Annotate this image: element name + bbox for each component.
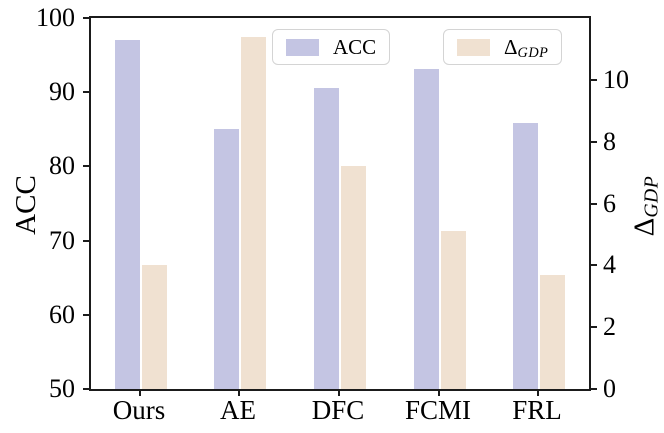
bar-acc-dfc xyxy=(314,88,339,389)
y-axis-label-right: ΔGDP xyxy=(628,175,663,237)
x-tick-ours xyxy=(139,389,141,396)
legend-label-gdp: ΔGDP xyxy=(504,34,549,61)
x-tick-ae xyxy=(238,389,240,396)
bar-acc-frl xyxy=(513,123,538,389)
y-left-tick-100 xyxy=(83,17,89,19)
legend-swatch-gdp-icon xyxy=(457,38,490,56)
y-left-tick-label-80: 80 xyxy=(49,151,75,180)
bar-acc-ours xyxy=(115,40,140,389)
legend-gdp-subscript: GDP xyxy=(517,44,549,61)
bar-gdp-frl xyxy=(540,275,565,389)
plot-area xyxy=(89,16,591,391)
legend-swatch-acc-icon xyxy=(286,38,319,56)
y-left-tick-60 xyxy=(83,314,89,316)
y-left-tick-label-90: 90 xyxy=(49,77,75,106)
y-left-tick-label-70: 70 xyxy=(49,226,75,255)
x-tick-label-frl: FRL xyxy=(512,395,562,425)
y-left-tick-90 xyxy=(83,91,89,93)
y-left-tick-label-60: 60 xyxy=(49,300,75,329)
y-left-tick-80 xyxy=(83,165,89,167)
y-right-tick-label-8: 8 xyxy=(603,127,616,156)
legend-acc: ACC xyxy=(272,29,391,65)
legend-gdp: ΔGDP xyxy=(443,29,563,65)
y-left-tick-label-100: 100 xyxy=(36,3,75,32)
x-tick-fcmi xyxy=(438,389,440,396)
y-right-tick-label-2: 2 xyxy=(603,312,616,341)
x-tick-label-dfc: DFC xyxy=(311,395,365,425)
y-left-tick-70 xyxy=(83,240,89,242)
bar-acc-ae xyxy=(214,129,239,389)
y-right-tick-4 xyxy=(591,264,597,266)
x-tick-dfc xyxy=(338,389,340,396)
bar-gdp-ae xyxy=(241,37,266,389)
bar-gdp-dfc xyxy=(341,166,366,389)
y-right-tick-label-0: 0 xyxy=(603,374,616,403)
x-tick-label-fcmi: FCMI xyxy=(404,395,472,425)
bar-gdp-ours xyxy=(142,265,167,389)
y-right-tick-label-4: 4 xyxy=(603,250,616,279)
y-axis-label-left: ACC xyxy=(10,175,42,235)
x-tick-frl xyxy=(537,389,539,396)
x-tick-label-ae: AE xyxy=(220,395,256,425)
y-right-tick-6 xyxy=(591,203,597,205)
y-right-tick-label-6: 6 xyxy=(603,189,616,218)
y-left-tick-50 xyxy=(83,388,89,390)
y-right-tick-8 xyxy=(591,141,597,143)
delta-symbol: Δ xyxy=(628,217,661,237)
y-left-tick-label-50: 50 xyxy=(49,374,75,403)
x-tick-label-ours: Ours xyxy=(112,395,166,425)
y-right-tick-0 xyxy=(591,388,597,390)
legend-delta-symbol: Δ xyxy=(504,34,518,59)
y-right-tick-2 xyxy=(591,326,597,328)
y-right-tick-label-10: 10 xyxy=(603,65,629,94)
bar-acc-fcmi xyxy=(414,69,439,389)
legend-label-acc: ACC xyxy=(333,34,377,59)
y-right-tick-10 xyxy=(591,79,597,81)
gdp-subscript: GDP xyxy=(640,175,663,218)
bar-gdp-fcmi xyxy=(441,231,466,389)
